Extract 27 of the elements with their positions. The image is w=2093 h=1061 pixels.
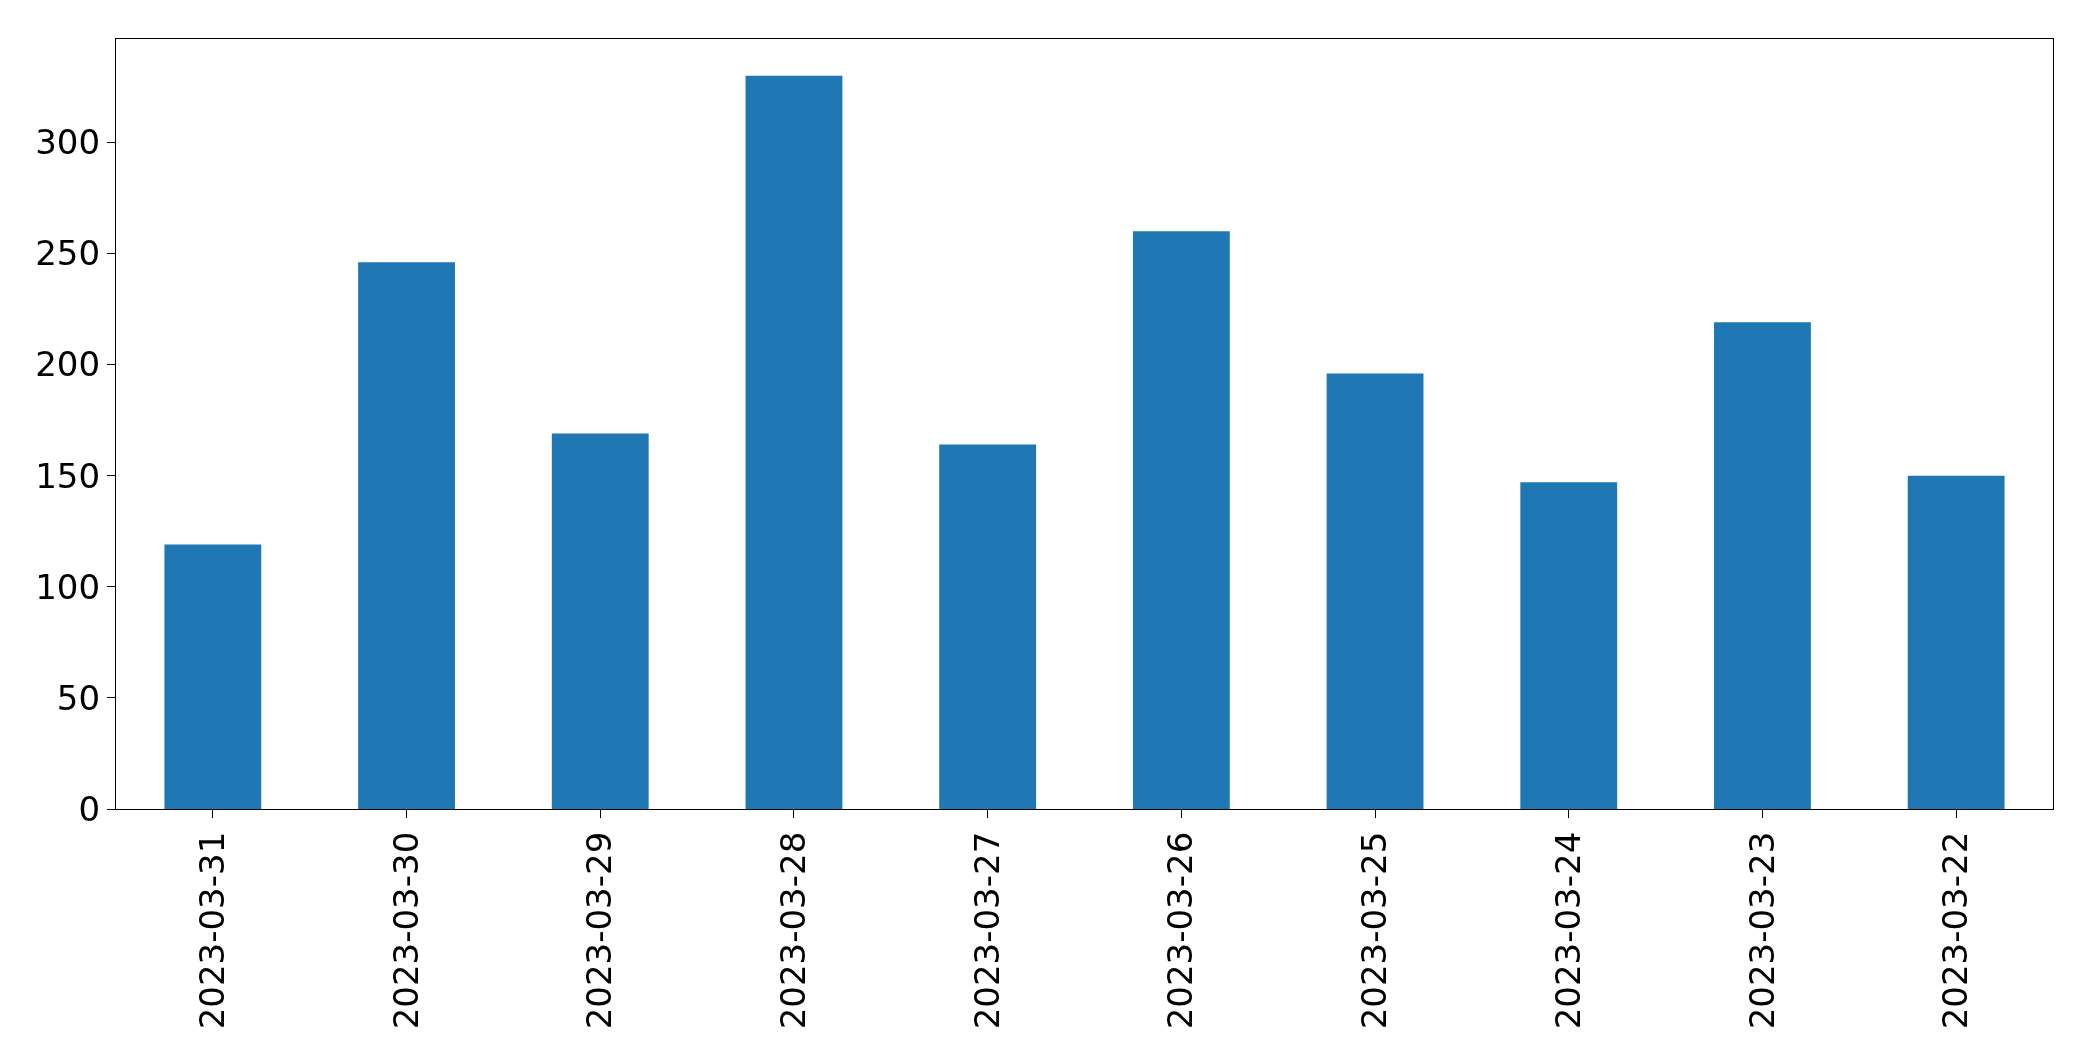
y-tick-label: 0 xyxy=(78,788,101,829)
bar xyxy=(1907,475,2005,809)
x-tick-label: 2023-03-25 xyxy=(1354,831,1395,1030)
x-tick-label: 2023-03-22 xyxy=(1935,831,1976,1030)
bar xyxy=(1714,322,1811,809)
y-tick-label: 250 xyxy=(35,233,101,274)
y-tick-label: 200 xyxy=(35,344,101,385)
bar xyxy=(1520,482,1618,809)
bar xyxy=(1326,373,1424,809)
bar xyxy=(939,444,1037,809)
y-tick-label: 100 xyxy=(35,566,101,607)
x-tick-label: 2023-03-30 xyxy=(385,831,426,1030)
x-tick-label: 2023-03-26 xyxy=(1160,831,1201,1030)
x-tick-label: 2023-03-28 xyxy=(773,831,813,1030)
x-tick-label: 2023-03-27 xyxy=(966,831,1007,1030)
bar xyxy=(358,262,455,809)
y-tick-label: 50 xyxy=(56,677,101,718)
x-tick-label: 2023-03-23 xyxy=(1741,831,1782,1030)
y-tick-label: 300 xyxy=(35,122,101,163)
bar xyxy=(745,75,843,809)
bar xyxy=(551,433,649,809)
y-tick-label: 150 xyxy=(35,455,101,496)
x-tick-label: 2023-03-24 xyxy=(1547,831,1588,1030)
x-tick-label: 2023-03-29 xyxy=(579,831,620,1030)
bar xyxy=(1132,231,1230,809)
bar xyxy=(164,544,262,809)
x-tick-label: 2023-03-31 xyxy=(191,831,232,1030)
